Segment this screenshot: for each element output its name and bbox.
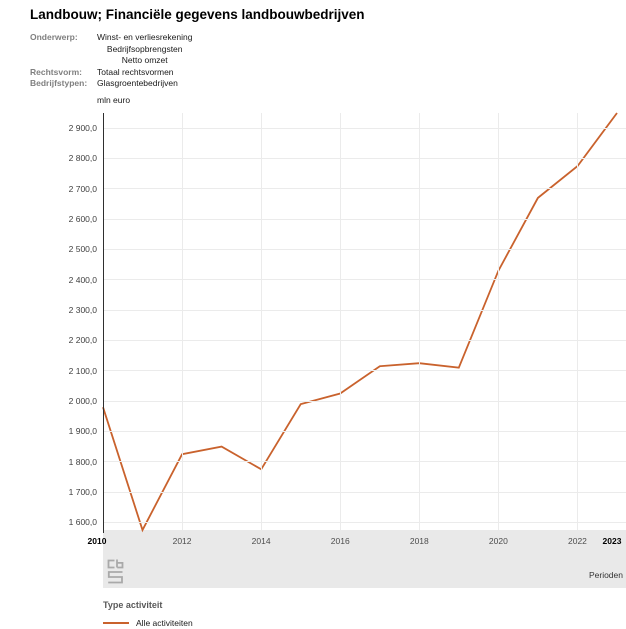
meta-value-line: Netto omzet (121, 55, 168, 65)
unit-label: mln euro (97, 95, 131, 105)
y-tick-label: 2 900,0 (68, 123, 97, 134)
y-tick-label: 2 500,0 (68, 244, 97, 255)
y-tick-label: 1 600,0 (68, 517, 97, 528)
meta-row: Onderwerp: Winst- en verliesrekening Bedri… (30, 32, 192, 67)
y-tick-label: 2 700,0 (68, 183, 97, 194)
meta-value-line: Bedrijfsopbrengsten (106, 43, 183, 54)
legend-item-label: Alle activiteiten (136, 618, 193, 628)
y-tick-label: 1 700,0 (68, 487, 97, 498)
y-tick-label: 2 600,0 (68, 214, 97, 225)
legend-item: Alle activiteiten (103, 618, 193, 628)
meta-row-label: Rechtsvorm: (30, 66, 82, 77)
legend-items: Alle activiteiten (103, 618, 193, 628)
y-tick-label: 2 300,0 (68, 305, 97, 316)
y-tick-label: 1 800,0 (68, 456, 97, 467)
y-tick-label: 2 200,0 (68, 335, 97, 346)
legend-title: Type activiteit (103, 600, 163, 610)
y-tick-label: 1 900,0 (68, 426, 97, 437)
y-tick-label: 2 400,0 (68, 274, 97, 285)
meta-row-label: Onderwerp: (30, 32, 78, 42)
period-slider-label: Perioden (588, 570, 623, 580)
meta-row-values: Winst- en verliesrekening Bedrijfsopbreng… (97, 32, 192, 67)
meta-value-line: Glasgroentebedrijven (97, 78, 178, 88)
legend: Type activiteit Alle activiteiten (103, 600, 193, 628)
meta-row-label: Bedrijfstypen: (30, 78, 88, 88)
meta-row: Rechtsvorm: Totaal rechtsvormen (30, 67, 192, 79)
legend-line-swatch (103, 622, 129, 624)
meta-value-line: Totaal rechtsvormen (97, 66, 174, 77)
cbs-logo-icon (107, 559, 124, 584)
y-tick-label: 2 000,0 (68, 396, 97, 407)
meta-block: Onderwerp: Winst- en verliesrekening Bedri… (30, 32, 192, 90)
meta-row-values: Glasgroentebedrijven (97, 78, 178, 90)
y-tick-label: 2 800,0 (68, 153, 97, 164)
meta-value-line: Winst- en verliesrekening (97, 32, 193, 42)
page-title: Landbouw; Financiële gegevens landbouwbe… (30, 7, 365, 22)
meta-row: Bedrijfstypen: Glasgroentebedrijven (30, 78, 192, 90)
chart-plot[interactable] (102, 112, 626, 533)
series-line-alle-activiteiten[interactable] (102, 112, 618, 533)
y-tick-label: 2 100,0 (68, 365, 97, 376)
period-slider[interactable]: Perioden (103, 530, 626, 588)
meta-row-values: Totaal rechtsvormen (97, 67, 174, 79)
